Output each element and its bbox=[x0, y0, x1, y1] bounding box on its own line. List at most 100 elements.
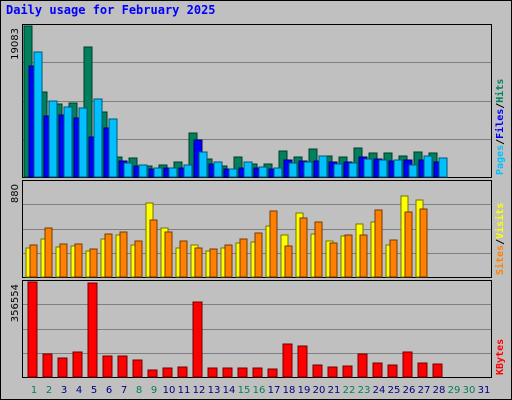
bar-kbytes-day-17 bbox=[267, 368, 278, 378]
bar-kbytes-day-14 bbox=[222, 367, 233, 378]
bar-pages-day-10 bbox=[168, 167, 178, 178]
x-tick-label-26: 26 bbox=[403, 385, 416, 396]
bar-kbytes-day-16 bbox=[252, 367, 263, 378]
bar-sites-day-5 bbox=[89, 248, 98, 278]
x-tick-label-6: 6 bbox=[106, 385, 112, 396]
bar-pages-day-12 bbox=[198, 151, 208, 178]
x-tick-label-7: 7 bbox=[121, 385, 127, 396]
legend-visits-sites: Sites/Visits bbox=[494, 203, 506, 275]
bar-pages-day-24 bbox=[378, 159, 388, 178]
x-tick-label-17: 17 bbox=[268, 385, 281, 396]
bar-pages-day-3 bbox=[63, 106, 73, 178]
bar-sites-day-9 bbox=[149, 219, 158, 278]
bar-sites-day-17 bbox=[269, 210, 278, 278]
bar-kbytes-day-26 bbox=[402, 351, 413, 378]
bar-kbytes-day-4 bbox=[72, 351, 83, 378]
x-tick-label-14: 14 bbox=[223, 385, 236, 396]
bar-sites-day-3 bbox=[59, 243, 68, 278]
bar-kbytes-day-9 bbox=[147, 369, 158, 378]
bar-kbytes-day-20 bbox=[312, 364, 323, 378]
x-tick-label-8: 8 bbox=[136, 385, 142, 396]
max-label-visits-sites: 880 bbox=[10, 184, 21, 203]
bar-kbytes-day-23 bbox=[357, 353, 368, 378]
bar-sites-day-16 bbox=[254, 232, 263, 278]
bar-kbytes-day-18 bbox=[282, 343, 293, 378]
legend-label-files: Files bbox=[494, 109, 506, 139]
x-tick-label-27: 27 bbox=[418, 385, 431, 396]
bar-kbytes-day-24 bbox=[372, 362, 383, 378]
bar-pages-day-5 bbox=[93, 98, 103, 178]
bar-sites-day-18 bbox=[284, 245, 293, 278]
bar-kbytes-day-11 bbox=[177, 366, 188, 378]
legend-label-kbytes: KBytes bbox=[495, 339, 506, 375]
legend-label-visits: Visits bbox=[494, 203, 506, 239]
bar-pages-day-20 bbox=[318, 155, 328, 178]
legend-label-sites: Sites bbox=[494, 245, 506, 275]
x-tick-label-2: 2 bbox=[46, 385, 52, 396]
legend-label-hits: Hits bbox=[494, 79, 506, 103]
bar-sites-day-10 bbox=[164, 231, 173, 278]
bar-sites-day-19 bbox=[299, 217, 308, 278]
x-tick-label-29: 29 bbox=[448, 385, 461, 396]
x-tick-label-25: 25 bbox=[388, 385, 401, 396]
bar-sites-day-21 bbox=[329, 242, 338, 278]
bar-kbytes-day-1 bbox=[27, 281, 38, 378]
x-tick-label-31: 31 bbox=[478, 385, 491, 396]
bar-kbytes-day-7 bbox=[117, 355, 128, 378]
bar-pages-day-9 bbox=[153, 167, 163, 178]
bar-kbytes-day-8 bbox=[132, 359, 143, 378]
bar-sites-day-13 bbox=[209, 248, 218, 278]
bar-kbytes-day-22 bbox=[342, 365, 353, 378]
bar-sites-day-8 bbox=[134, 240, 143, 278]
bar-sites-day-1 bbox=[29, 244, 38, 278]
bar-kbytes-day-21 bbox=[327, 366, 338, 378]
bar-sites-day-25 bbox=[389, 239, 398, 278]
bar-kbytes-day-25 bbox=[387, 364, 398, 378]
bar-pages-day-26 bbox=[408, 164, 418, 178]
x-tick-label-12: 12 bbox=[193, 385, 206, 396]
bar-pages-day-21 bbox=[333, 163, 343, 178]
bar-pages-day-19 bbox=[303, 161, 313, 178]
bar-pages-day-13 bbox=[213, 161, 223, 178]
bar-pages-day-15 bbox=[243, 161, 253, 178]
legend-kbytes: KBytes bbox=[495, 339, 506, 375]
x-tick-label-9: 9 bbox=[151, 385, 157, 396]
bar-pages-day-8 bbox=[138, 164, 148, 178]
bar-pages-day-2 bbox=[48, 100, 58, 178]
bar-sites-day-7 bbox=[119, 231, 128, 278]
bar-sites-day-22 bbox=[344, 234, 353, 278]
bar-pages-day-23 bbox=[363, 158, 373, 178]
bar-pages-day-6 bbox=[108, 118, 118, 178]
x-tick-label-21: 21 bbox=[328, 385, 341, 396]
bar-kbytes-day-19 bbox=[297, 345, 308, 378]
x-tick-label-24: 24 bbox=[373, 385, 386, 396]
bar-pages-day-14 bbox=[228, 168, 238, 178]
x-tick-label-18: 18 bbox=[283, 385, 296, 396]
bar-sites-day-12 bbox=[194, 247, 203, 278]
max-label-kbytes: 356554 bbox=[10, 284, 21, 322]
bar-kbytes-day-15 bbox=[237, 367, 248, 378]
x-tick-label-10: 10 bbox=[163, 385, 176, 396]
bar-pages-day-11 bbox=[183, 164, 193, 178]
legend-label-pages: Pages bbox=[495, 145, 506, 175]
bar-kbytes-day-10 bbox=[162, 367, 173, 378]
bar-sites-day-6 bbox=[104, 233, 113, 278]
bar-kbytes-day-27 bbox=[417, 362, 428, 378]
bar-kbytes-day-3 bbox=[57, 357, 68, 378]
max-label-hits-files-pages: 19083 bbox=[10, 28, 21, 60]
x-tick-label-22: 22 bbox=[343, 385, 356, 396]
bar-sites-day-15 bbox=[239, 238, 248, 278]
bar-kbytes-day-28 bbox=[432, 363, 443, 378]
x-tick-label-23: 23 bbox=[358, 385, 371, 396]
bar-sites-day-4 bbox=[74, 243, 83, 278]
bar-sites-day-23 bbox=[359, 234, 368, 278]
bar-pages-day-17 bbox=[273, 167, 283, 178]
x-tick-label-1: 1 bbox=[31, 385, 37, 396]
x-tick-label-19: 19 bbox=[298, 385, 311, 396]
x-tick-label-4: 4 bbox=[76, 385, 82, 396]
bar-kbytes-day-12 bbox=[192, 301, 203, 378]
x-tick-label-3: 3 bbox=[61, 385, 67, 396]
bar-sites-day-2 bbox=[44, 227, 53, 278]
